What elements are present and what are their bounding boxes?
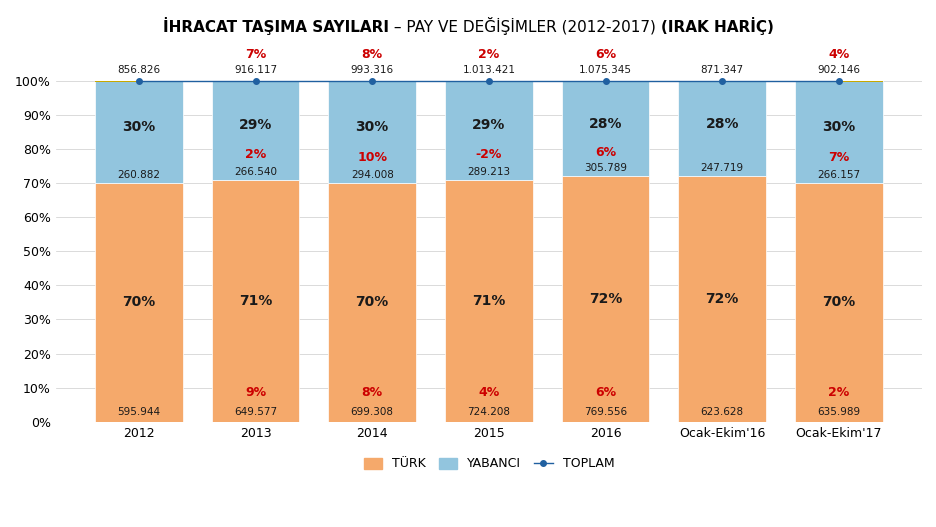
Text: 769.556: 769.556 — [583, 407, 626, 416]
Text: (IRAK HARİÇ): (IRAK HARİÇ) — [660, 17, 773, 35]
Text: 4%: 4% — [477, 386, 499, 399]
Text: 6%: 6% — [594, 146, 616, 159]
Bar — [445, 81, 532, 82]
Bar — [562, 176, 649, 422]
Text: – PAY VE DEĞİŞİMLER (2012-2017): – PAY VE DEĞİŞİMLER (2012-2017) — [388, 17, 660, 35]
Text: 29%: 29% — [239, 118, 272, 132]
Legend: TÜRK, YABANCI, TOPLAM: TÜRK, YABANCI, TOPLAM — [358, 453, 619, 475]
Text: 266.540: 266.540 — [234, 167, 277, 177]
Text: 649.577: 649.577 — [234, 407, 277, 416]
Text: 28%: 28% — [705, 116, 739, 131]
Text: 72%: 72% — [588, 292, 622, 306]
Text: 623.628: 623.628 — [700, 407, 743, 416]
Text: 70%: 70% — [822, 295, 855, 309]
Text: 8%: 8% — [361, 386, 382, 399]
Text: 2%: 2% — [477, 48, 499, 61]
Text: 2%: 2% — [827, 386, 849, 399]
Bar — [212, 180, 299, 422]
Text: 2%: 2% — [244, 149, 266, 161]
Text: 305.789: 305.789 — [583, 163, 626, 173]
Bar — [678, 176, 765, 422]
Text: 266.157: 266.157 — [816, 170, 859, 180]
Text: 1.013.421: 1.013.421 — [461, 65, 515, 75]
Bar — [212, 81, 299, 82]
Bar — [795, 81, 882, 82]
Bar — [678, 81, 765, 82]
Text: İHRACAT TAŞIMA SAYILARI: İHRACAT TAŞIMA SAYILARI — [163, 17, 388, 35]
Text: 7%: 7% — [827, 151, 849, 164]
Text: 28%: 28% — [588, 116, 622, 131]
Text: 289.213: 289.213 — [467, 167, 510, 177]
Text: 902.146: 902.146 — [816, 65, 859, 75]
Bar — [329, 183, 416, 422]
Text: 10%: 10% — [357, 151, 387, 164]
Bar — [95, 183, 183, 422]
Text: 6%: 6% — [594, 386, 616, 399]
Text: 871.347: 871.347 — [700, 65, 743, 75]
Text: 595.944: 595.944 — [117, 407, 160, 416]
Text: 6%: 6% — [594, 48, 616, 61]
Bar — [329, 81, 416, 82]
Text: 294.008: 294.008 — [350, 170, 393, 180]
Bar — [562, 81, 649, 82]
Bar — [795, 81, 882, 183]
Bar — [445, 180, 532, 422]
Text: 993.316: 993.316 — [350, 65, 393, 75]
Text: 70%: 70% — [122, 295, 155, 309]
Text: 30%: 30% — [122, 120, 155, 134]
Text: 699.308: 699.308 — [350, 407, 393, 416]
Text: 71%: 71% — [239, 294, 272, 308]
Bar — [212, 81, 299, 180]
Text: 72%: 72% — [705, 292, 739, 306]
Text: 724.208: 724.208 — [467, 407, 510, 416]
Text: 70%: 70% — [355, 295, 388, 309]
Text: 71%: 71% — [472, 294, 505, 308]
Text: 30%: 30% — [822, 120, 855, 134]
Text: -2%: -2% — [475, 149, 502, 161]
Bar — [562, 81, 649, 176]
Text: 8%: 8% — [361, 48, 382, 61]
Bar — [678, 81, 765, 176]
Text: 4%: 4% — [827, 48, 849, 61]
Bar — [329, 81, 416, 183]
Text: 247.719: 247.719 — [700, 163, 743, 173]
Bar — [95, 81, 183, 183]
Bar — [95, 81, 183, 82]
Text: 1.075.345: 1.075.345 — [578, 65, 632, 75]
Bar — [795, 183, 882, 422]
Text: 856.826: 856.826 — [117, 65, 160, 75]
Text: 9%: 9% — [244, 386, 266, 399]
Text: 635.989: 635.989 — [816, 407, 859, 416]
Text: 260.882: 260.882 — [117, 170, 160, 180]
Text: 30%: 30% — [355, 120, 388, 134]
Text: 7%: 7% — [244, 48, 266, 61]
Bar — [445, 81, 532, 180]
Text: 29%: 29% — [472, 118, 505, 132]
Text: 916.117: 916.117 — [234, 65, 277, 75]
